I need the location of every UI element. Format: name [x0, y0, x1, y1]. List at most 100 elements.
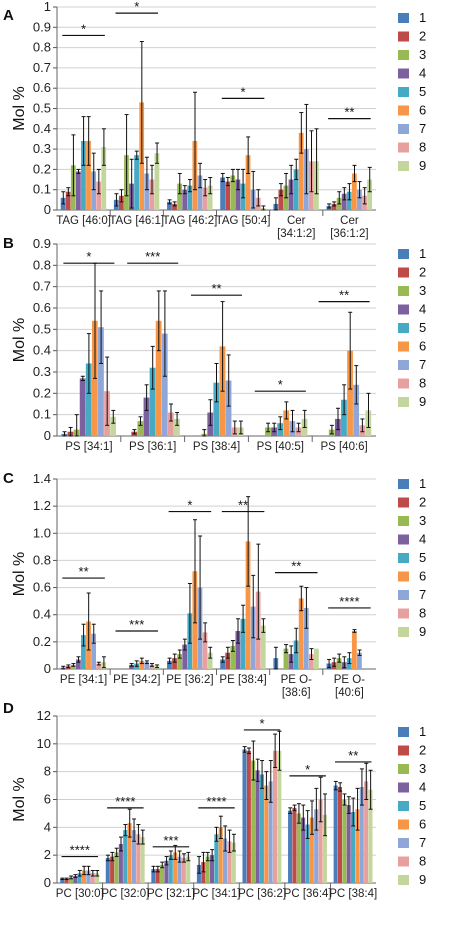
bar	[364, 781, 369, 883]
bar	[351, 812, 356, 883]
legend-swatch	[398, 31, 409, 42]
bar	[144, 173, 150, 210]
y-tick-label: 0.5	[33, 321, 51, 336]
y-tick-label: 8	[44, 764, 51, 779]
bar	[264, 785, 269, 883]
bar	[177, 183, 182, 210]
bar	[308, 654, 314, 669]
bar	[75, 659, 81, 669]
bar	[353, 384, 360, 436]
category-label: PC [38:4]	[329, 888, 377, 900]
significance-label: **	[79, 564, 89, 579]
y-tick-label: 0	[44, 428, 51, 443]
y-tick-label: 0.2	[33, 634, 51, 649]
y-tick-label: 0.7	[33, 279, 51, 294]
bar	[174, 418, 180, 436]
legend-swatch	[398, 249, 409, 259]
bar	[75, 171, 81, 210]
y-tick-label: 6	[44, 792, 51, 807]
category-label: [38:6]	[282, 687, 311, 699]
bar	[296, 813, 301, 883]
legend-label: 6	[419, 817, 426, 832]
bar	[333, 785, 338, 883]
bar	[91, 171, 96, 210]
bar	[205, 856, 210, 883]
bar	[220, 659, 226, 669]
bar	[167, 201, 172, 210]
bar	[155, 320, 162, 436]
legend-swatch	[398, 608, 409, 619]
bar	[77, 873, 82, 883]
bar	[154, 153, 160, 210]
y-tick-label: 0.1	[33, 182, 51, 197]
legend-label: 9	[419, 624, 426, 639]
bar	[331, 203, 337, 210]
bar	[283, 648, 289, 669]
legend-label: 9	[419, 872, 426, 887]
bar	[242, 749, 247, 883]
bar	[288, 179, 294, 210]
bar	[245, 541, 251, 669]
bar	[118, 195, 124, 210]
legend-swatch	[398, 142, 409, 153]
bar	[272, 750, 278, 883]
legend-swatch	[398, 838, 409, 848]
legend-label: 1	[419, 246, 426, 261]
legend-label: 1	[419, 476, 426, 491]
y-tick-label: 0	[44, 875, 51, 890]
significance-label: **	[211, 281, 221, 296]
bar	[73, 876, 78, 883]
bar	[131, 830, 136, 883]
bar	[359, 786, 364, 883]
significance-label: **	[348, 748, 358, 763]
legend-label: 3	[419, 513, 426, 528]
bar	[322, 814, 327, 883]
category-label: TAG [50:4]	[216, 215, 271, 227]
bar	[91, 633, 96, 669]
bar	[225, 652, 231, 669]
bar	[309, 817, 314, 883]
category-label: PC [32:1]	[147, 888, 195, 900]
bar	[101, 147, 107, 210]
category-label: PC [34:1]	[193, 888, 241, 900]
legend-swatch	[398, 553, 409, 563]
bar	[181, 857, 186, 883]
y-axis-label: Mol %	[11, 86, 28, 130]
y-tick-label: 12	[37, 708, 51, 723]
panel-letter: A	[3, 7, 14, 24]
bar	[64, 878, 69, 883]
y-tick-label: 0.4	[33, 121, 51, 136]
category-label: PS [38:4]	[193, 441, 240, 453]
bar	[357, 189, 362, 210]
bar	[251, 760, 256, 883]
y-tick-label: 0.7	[33, 60, 51, 75]
bar	[70, 664, 76, 669]
legend-swatch	[398, 727, 409, 737]
legend-label: 3	[419, 283, 426, 298]
legend-swatch	[398, 875, 409, 885]
y-tick-label: 0.4	[33, 607, 51, 622]
category-label: PE [36:2]	[166, 674, 213, 686]
bar	[164, 860, 169, 883]
y-axis-label: Mol %	[11, 552, 28, 596]
bar	[225, 380, 232, 436]
y-tick-label: 0.6	[33, 80, 51, 95]
bar	[65, 191, 71, 210]
bar	[151, 869, 156, 883]
bar	[105, 857, 110, 883]
legend-label: 2	[419, 29, 426, 44]
bar	[342, 799, 347, 883]
bar	[207, 652, 213, 669]
legend-swatch	[398, 267, 409, 278]
y-tick-label: 2	[44, 847, 51, 862]
bar	[79, 378, 86, 436]
bar	[85, 363, 92, 436]
category-label: Cer	[340, 215, 359, 227]
bar	[277, 750, 282, 883]
legend-label: 4	[419, 66, 426, 81]
legend-label: 4	[419, 302, 426, 317]
legend-swatch	[398, 801, 409, 811]
legend-swatch	[398, 764, 409, 774]
legend-swatch	[398, 516, 409, 526]
legend-swatch	[398, 341, 409, 352]
